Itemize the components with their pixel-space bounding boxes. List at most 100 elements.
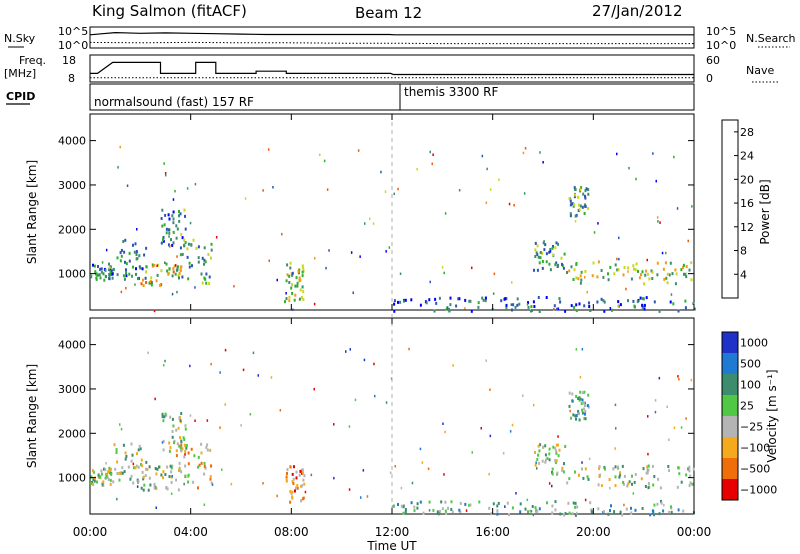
scatter-point [569, 199, 572, 203]
scatter-point [159, 283, 161, 287]
scatter-point [690, 261, 693, 265]
scatter-point [170, 480, 173, 484]
scatter-point [542, 445, 545, 449]
colorbar-tick-label: −1000 [740, 484, 777, 497]
scatter-point [144, 276, 147, 280]
scatter-point [561, 262, 563, 266]
scatter-point [141, 267, 144, 271]
scatter-point [665, 276, 668, 280]
scatter-point [181, 236, 184, 240]
scatter-point [303, 482, 306, 486]
freq-tick-bottom: 8 [68, 72, 75, 85]
scatter-point [295, 486, 297, 490]
scatter-point [492, 292, 495, 295]
power-colorbar: 4 8 12 16 20 24 28 [721, 119, 754, 299]
scatter-point [149, 279, 152, 283]
scatter-point [676, 207, 679, 210]
scatter-point [670, 510, 673, 514]
scatter-point [682, 266, 685, 269]
scatter-point [519, 502, 522, 506]
scatter-point [653, 503, 656, 507]
scatter-point [603, 300, 606, 304]
scatter-point [603, 309, 606, 313]
scatter-point [162, 448, 165, 452]
scatter-point [581, 391, 584, 395]
colorbar-swatch [722, 332, 738, 354]
scatter-point [537, 296, 540, 299]
scatter-point [600, 484, 603, 488]
scatter-point [203, 461, 206, 465]
scatter-point [590, 508, 593, 512]
scatter-point [558, 448, 561, 452]
scatter-point [579, 375, 582, 379]
scatter-point [173, 264, 176, 268]
scatter-point [429, 150, 431, 154]
scatter-point [97, 273, 100, 277]
scatter-point [302, 471, 304, 475]
scatter-point [684, 272, 687, 276]
scatter-point [201, 281, 204, 285]
scatter-point [569, 203, 572, 207]
scatter-point [569, 409, 571, 413]
x-axis-label: Time UT [366, 539, 417, 553]
scatter-point [158, 465, 160, 469]
scatter-point [489, 434, 492, 438]
x-tick-label: 16:00 [475, 525, 510, 539]
scatter-point [119, 423, 121, 426]
scatter-point [101, 261, 104, 264]
scatter-point [573, 305, 576, 309]
scatter-point [691, 482, 694, 486]
scatter-point [413, 509, 416, 513]
scatter-point [149, 483, 152, 487]
power-colorbar-label: Power [dB] [758, 179, 772, 244]
scatter-point [411, 481, 414, 485]
scatter-point [616, 257, 618, 261]
velocity-panel: 1000 2000 3000 4000 Slant Range [km] 1000 50… [25, 317, 779, 517]
scatter-point [653, 300, 656, 304]
scatter-feature [284, 261, 305, 304]
scatter-point [458, 189, 461, 192]
scatter-point [572, 501, 575, 505]
scatter-point [644, 485, 647, 488]
nsky-series-line [89, 31, 694, 36]
scatter-point [153, 482, 156, 486]
scatter-point [142, 475, 145, 479]
scatter-point [163, 364, 165, 367]
scatter-point [125, 286, 127, 290]
scatter-point [289, 465, 292, 469]
scatter-point [325, 266, 327, 270]
scatter-point [633, 304, 636, 308]
scatter-point [210, 256, 212, 260]
scatter-point [600, 297, 603, 301]
scatter-point [549, 250, 552, 253]
scatter-point [399, 272, 402, 275]
scatter-point [647, 415, 649, 418]
scatter-point [162, 439, 165, 443]
scatter-point [510, 303, 513, 306]
scatter-point [364, 222, 366, 225]
scatter-point [561, 468, 564, 472]
scatter-point [621, 464, 624, 468]
scatter-point [172, 424, 175, 428]
scatter-point [400, 504, 403, 508]
scatter-point [180, 443, 183, 447]
scatter-point [438, 296, 441, 300]
scatter-point [580, 270, 583, 274]
scatter-point [584, 194, 586, 198]
scatter-point [135, 253, 138, 256]
scatter-point [568, 391, 571, 395]
scatter-point [682, 263, 685, 267]
scatter-point [573, 268, 576, 272]
scatter-point [286, 468, 289, 472]
scatter-point [544, 243, 547, 247]
scatter-point [162, 238, 164, 241]
scatter-point [512, 303, 515, 307]
scatter-point [176, 442, 179, 446]
scatter-point [319, 153, 321, 156]
scatter-point [429, 280, 431, 284]
scatter-point [169, 415, 172, 419]
scatter-point [198, 463, 201, 467]
scatter-point [206, 419, 209, 422]
scatter-point [95, 272, 98, 276]
scatter-point [209, 477, 212, 481]
